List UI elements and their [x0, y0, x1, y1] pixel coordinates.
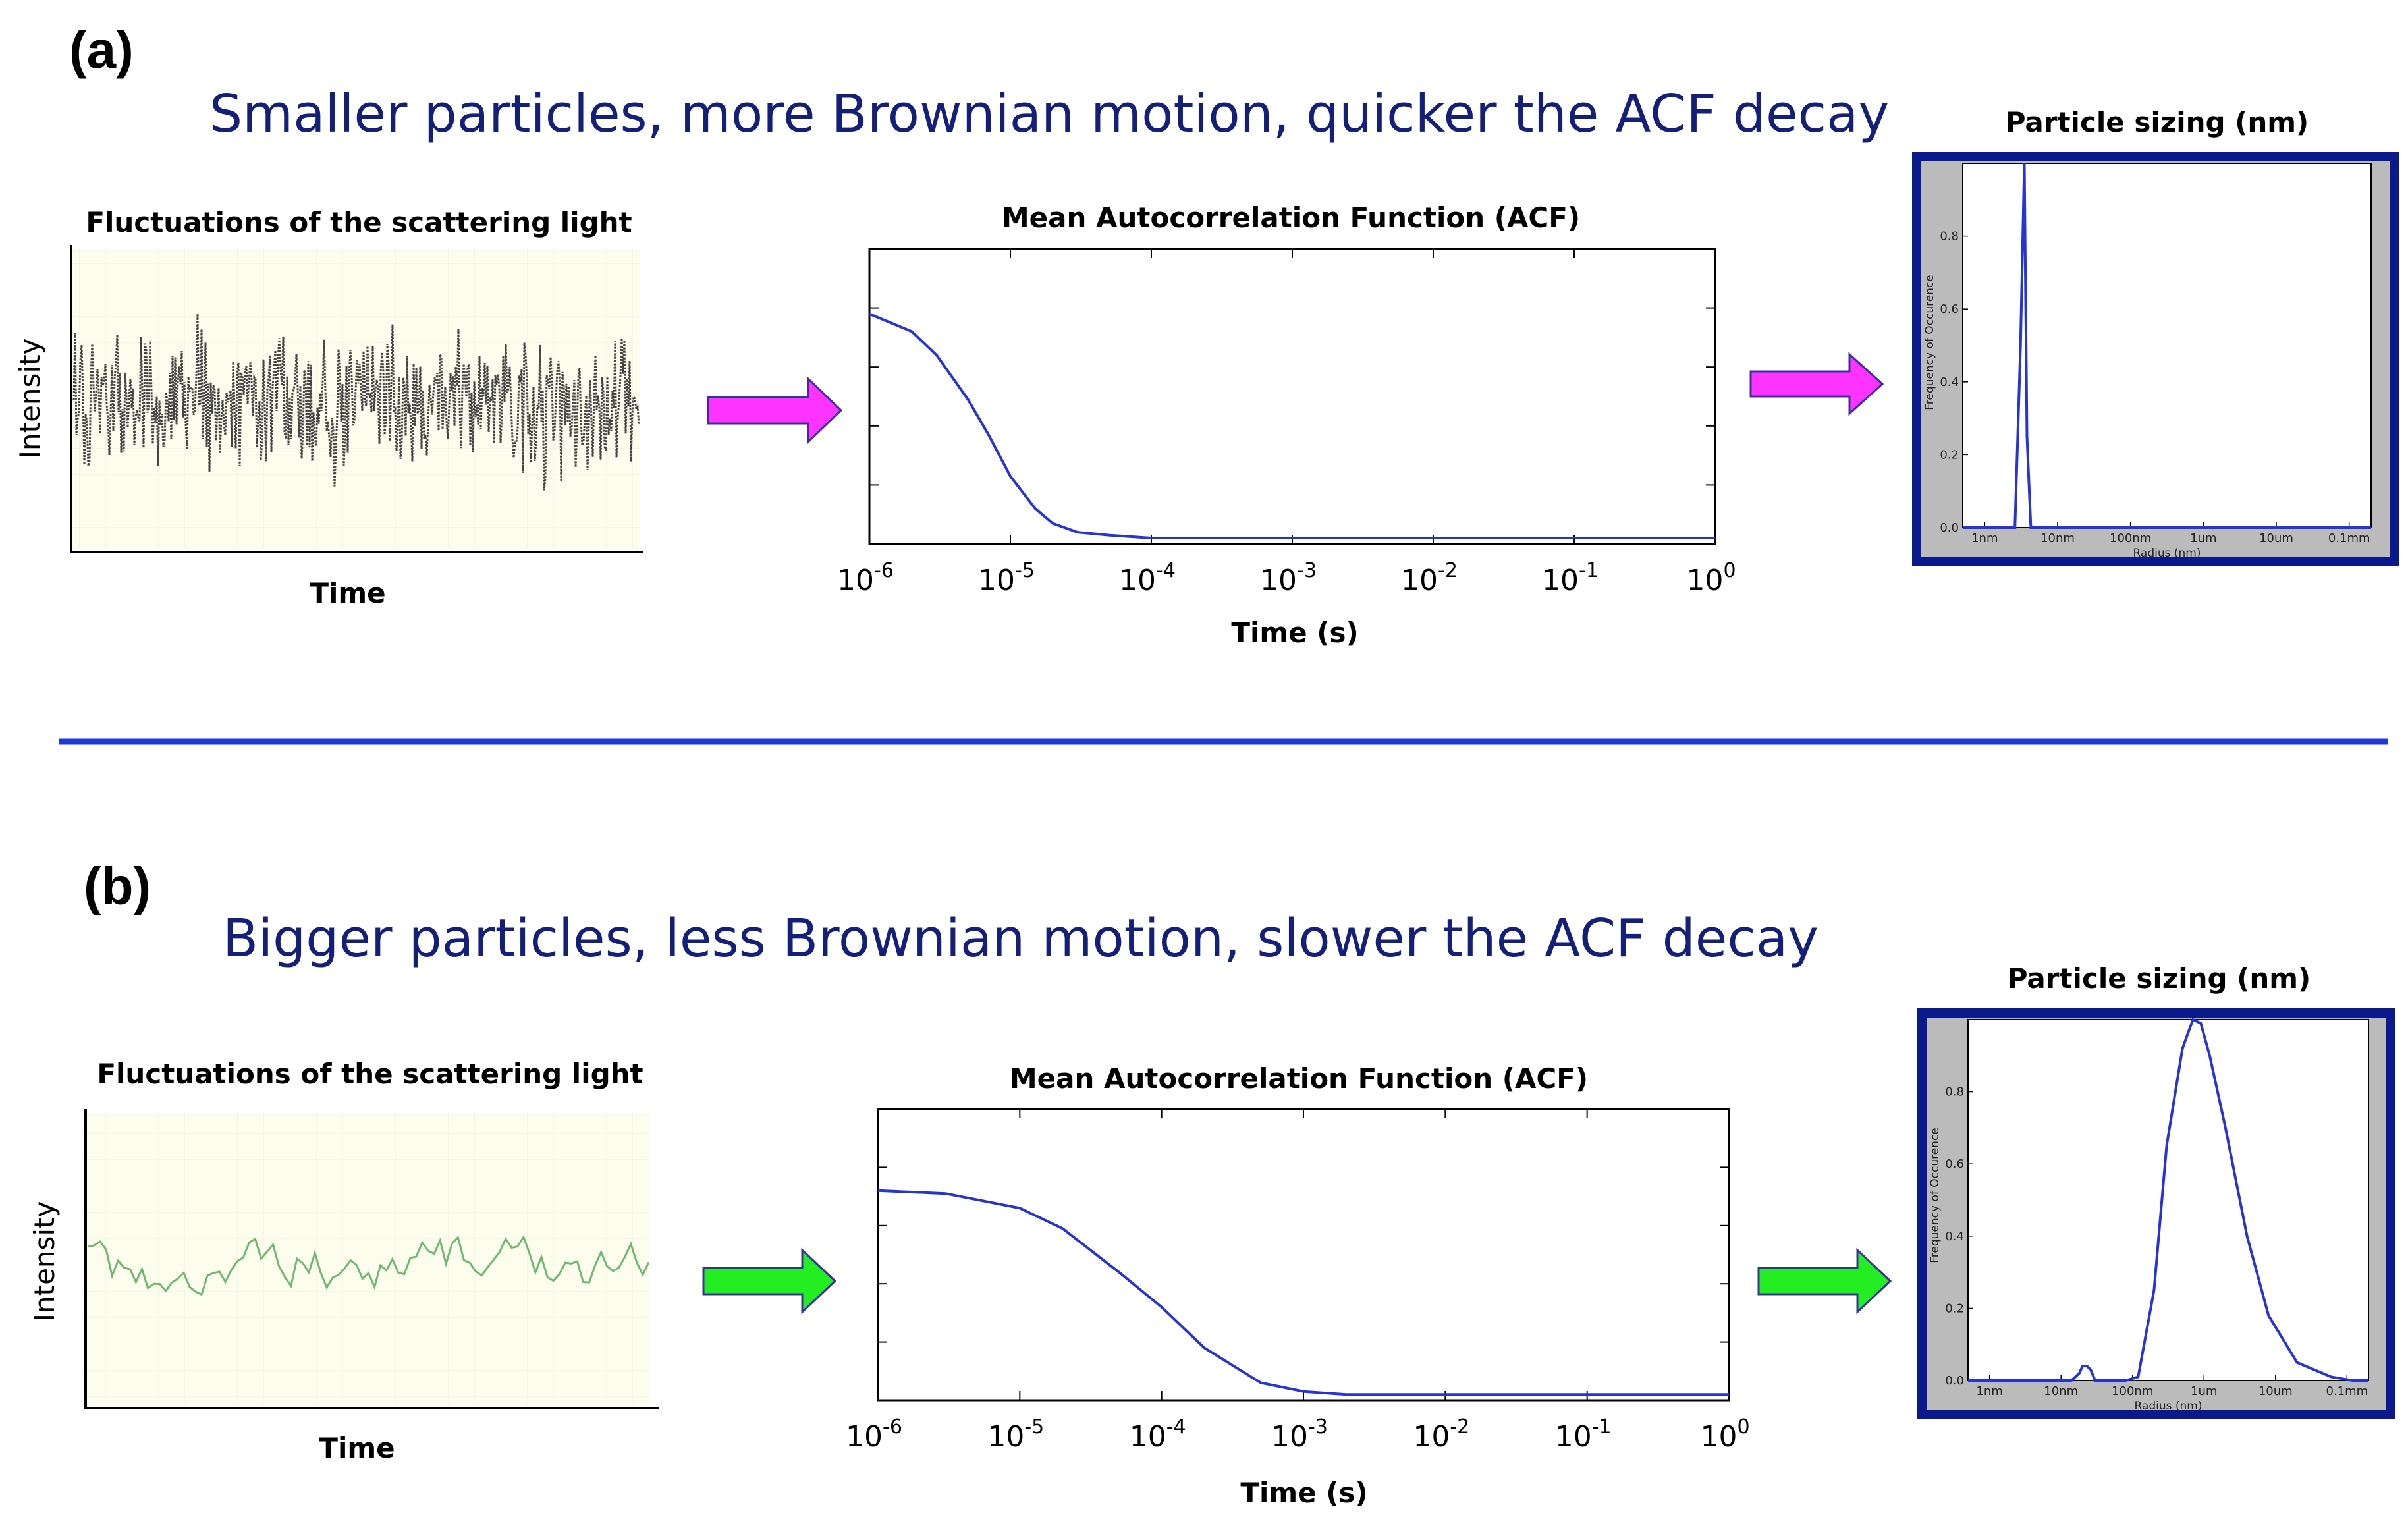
trace-a-title: Fluctuations of the scattering light [86, 206, 632, 238]
panel-a: (a) Smaller particles, more Brownian mot… [14, 20, 2399, 649]
psd-x-tick-label: 1um [2191, 1384, 2217, 1398]
psd-x-tick-label: 10nm [2044, 1384, 2078, 1398]
psd-a-ticks: 1nm 10nm 100nm 1um 10um 0.1mm 0.0 0.2 0.4 0.6 0.8 [1940, 230, 2370, 545]
acf-a-xlabel: Time (s) [1231, 616, 1358, 649]
panel-b-label: (b) [84, 857, 151, 915]
psd-x-tick-label: 100nm [2110, 532, 2151, 545]
psd-x-tick-label: 1nm [1976, 1384, 2002, 1398]
right-arrow-magenta-icon [1749, 352, 1884, 416]
psd-b-title: Particle sizing (nm) [2008, 962, 2311, 995]
acf-x-tick-label: 10-1 [1542, 559, 1599, 597]
psd-b-ticks: 1nm 10nm 100nm 1um 10um 0.1mm 0.0 0.2 0.4 0.6 0.8 [1945, 1085, 2368, 1398]
psd-b-plot-area [1967, 1019, 2369, 1381]
psd-a-title: Particle sizing (nm) [2006, 106, 2309, 138]
acf-x-tick-label: 100 [1686, 559, 1736, 597]
psd-y-tick-label: 0.4 [1945, 1230, 1964, 1243]
acf-x-tick-label: 100 [1700, 1415, 1749, 1454]
psd-y-tick-label: 0.2 [1940, 448, 1959, 462]
right-arrow-magenta-icon [707, 376, 843, 445]
acf-x-tick-label: 10-3 [1271, 1415, 1328, 1454]
acf-x-tick-label: 10-6 [846, 1415, 902, 1454]
acf-b-plot-frame [877, 1108, 1730, 1402]
acf-chart-b: Mean Autocorrelation Function (ACF) 10-6… [846, 1062, 1750, 1509]
trace-b-title: Fluctuations of the scattering light [97, 1058, 643, 1090]
psd-x-tick-label: 0.1mm [2328, 532, 2370, 545]
trace-a-grid [72, 249, 640, 549]
psd-x-tick-label: 10um [2258, 1384, 2293, 1398]
acf-x-tick-label: 10-6 [837, 559, 894, 597]
acf-x-tick-label: 10-2 [1401, 559, 1458, 597]
psd-y-tick-label: 0.8 [1945, 1085, 1964, 1099]
psd-x-tick-label: 100nm [2112, 1384, 2153, 1398]
psd-x-tick-label: 1um [2190, 532, 2216, 545]
trace-b-xlabel: Time [319, 1432, 395, 1464]
acf-b-title: Mean Autocorrelation Function (ACF) [1010, 1062, 1588, 1095]
trace-a-xlabel: Time [310, 577, 385, 609]
acf-x-tick-label: 10-5 [987, 1415, 1044, 1454]
panel-b: (b) Bigger particles, less Brownian moti… [28, 857, 2395, 1509]
acf-b-series-line [877, 1189, 1729, 1396]
psd-a-ylabel: Frequency of Occurence [1923, 275, 1936, 410]
acf-a-ticks [869, 249, 1716, 544]
psd-x-tick-label: 10um [2259, 532, 2293, 545]
right-arrow-green-icon [1757, 1247, 1892, 1315]
acf-x-tick-label: 10-4 [1119, 559, 1176, 597]
acf-x-tick-label: 10-4 [1130, 1415, 1186, 1454]
acf-a-title: Mean Autocorrelation Function (ACF) [1002, 202, 1580, 234]
acf-x-tick-label: 10-2 [1413, 1415, 1469, 1454]
acf-a-tick-labels: 10-6 10-5 10-4 10-3 10-2 10-1 100 [837, 559, 1736, 597]
psd-y-tick-label: 0.8 [1940, 230, 1959, 244]
psd-y-tick-label: 0.0 [1940, 521, 1959, 535]
acf-x-tick-label: 10-5 [978, 559, 1035, 597]
particle-sizing-chart-a: Particle sizing (nm) 1nm 10nm 100nm 1um 10um… [1912, 106, 2399, 566]
psd-a-plot-area [1962, 163, 2372, 528]
acf-x-tick-label: 10-1 [1555, 1415, 1612, 1454]
psd-b-xlabel: Radius (nm) [2134, 1400, 2202, 1413]
psd-a-series-line [1963, 163, 2371, 529]
trace-b-ylabel: Intensity [28, 1201, 61, 1322]
trace-a-ylabel: Intensity [14, 339, 46, 459]
psd-x-tick-label: 1nm [1971, 532, 1998, 545]
panel-a-label: (a) [69, 20, 134, 79]
trace-b-signal [88, 1234, 650, 1296]
acf-chart-a: Mean Autocorrelation Function (ACF) 10-6… [837, 202, 1736, 649]
acf-a-plot-frame [868, 248, 1716, 545]
trace-a-signal [72, 314, 640, 491]
psd-y-tick-label: 0.6 [1945, 1157, 1964, 1171]
psd-a-xlabel: Radius (nm) [2133, 547, 2201, 560]
intensity-trace-a: Fluctuations of the scattering light Int… [14, 206, 643, 609]
psd-y-tick-label: 0.4 [1940, 375, 1959, 389]
psd-b-ylabel: Frequency of Occurence [1929, 1128, 1942, 1263]
psd-y-tick-label: 0.0 [1945, 1374, 1964, 1388]
psd-y-tick-label: 0.2 [1945, 1301, 1964, 1315]
acf-b-ticks [877, 1109, 1730, 1400]
psd-x-tick-label: 0.1mm [2326, 1384, 2368, 1398]
particle-sizing-chart-b: Particle sizing (nm) 1nm 10nm 100nm 1um 10um… [1917, 962, 2395, 1419]
acf-b-tick-labels: 10-6 10-5 10-4 10-3 10-2 10-1 100 [846, 1415, 1750, 1454]
panel-b-headline: Bigger particles, less Brownian motion, … [223, 908, 1819, 969]
intensity-trace-b: Fluctuations of the scattering light Int… [28, 1058, 659, 1464]
acf-x-tick-label: 10-3 [1260, 559, 1317, 597]
psd-x-tick-label: 10nm [2040, 532, 2075, 545]
acf-b-xlabel: Time (s) [1240, 1477, 1367, 1509]
psd-b-series-line [1968, 1018, 2368, 1382]
panel-a-headline: Smaller particles, more Brownian motion,… [209, 84, 1889, 144]
right-arrow-green-icon [702, 1247, 837, 1315]
psd-y-tick-label: 0.6 [1940, 302, 1959, 316]
trace-b-grid [87, 1113, 650, 1406]
acf-a-series-line [869, 312, 1715, 539]
